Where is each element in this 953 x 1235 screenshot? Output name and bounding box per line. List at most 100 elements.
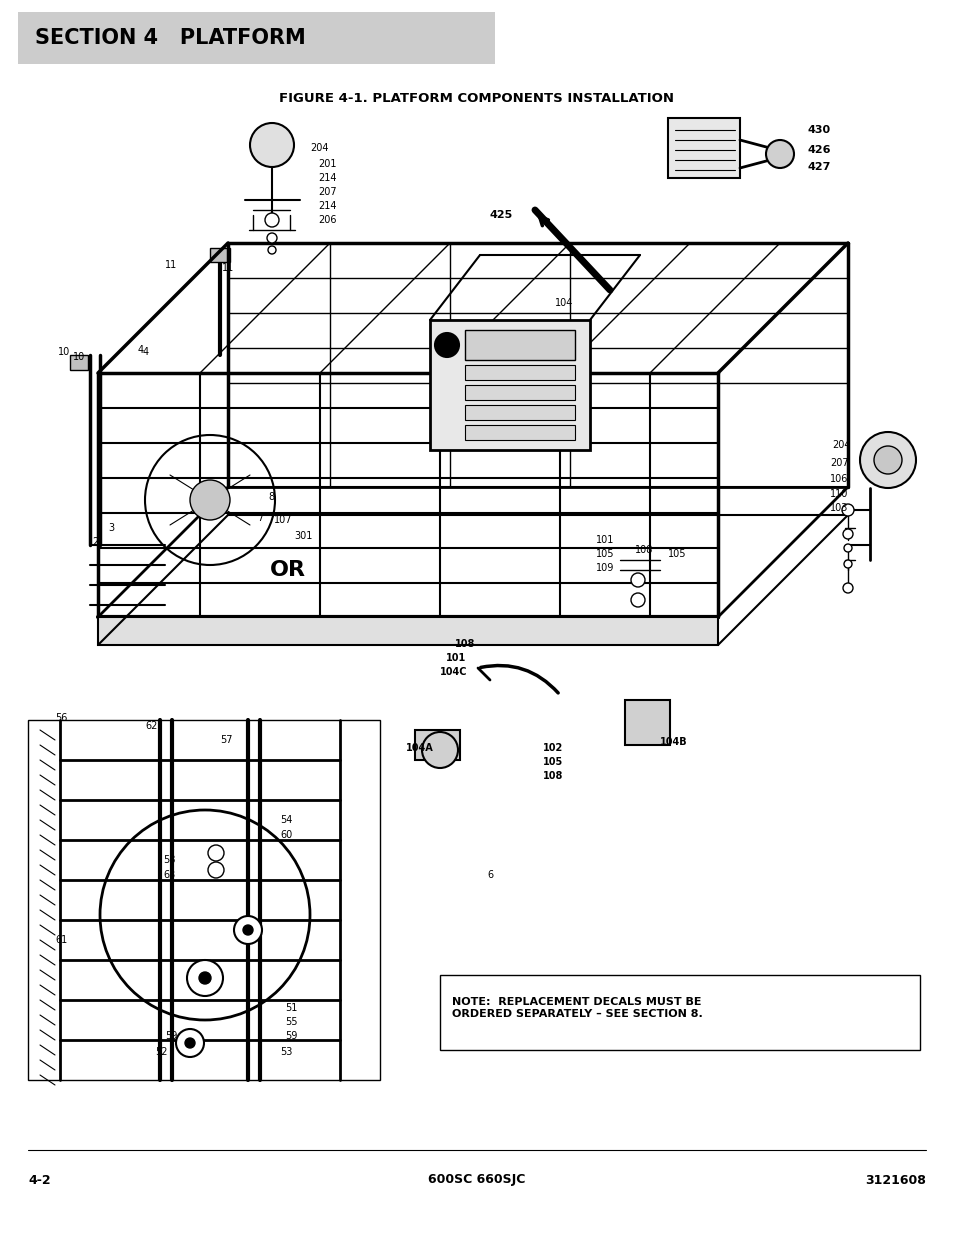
Text: 204: 204 <box>310 143 328 153</box>
Bar <box>464 405 575 420</box>
Bar <box>70 354 88 370</box>
Text: 207: 207 <box>317 186 336 198</box>
Bar <box>667 119 740 178</box>
Bar <box>28 720 379 1079</box>
Text: 101: 101 <box>596 535 614 545</box>
Text: 214: 214 <box>317 173 336 183</box>
Circle shape <box>185 1037 194 1049</box>
Circle shape <box>250 124 294 167</box>
Text: 201: 201 <box>317 159 336 169</box>
Circle shape <box>208 845 224 861</box>
Bar <box>98 618 718 645</box>
Text: 427: 427 <box>807 162 830 172</box>
Text: 52: 52 <box>154 1047 168 1057</box>
Text: 102: 102 <box>542 743 562 753</box>
Text: OR: OR <box>270 559 306 580</box>
Bar <box>464 385 575 400</box>
Bar <box>415 730 459 760</box>
Text: 105: 105 <box>667 550 686 559</box>
Text: 214: 214 <box>317 201 336 211</box>
Text: 4: 4 <box>138 345 144 354</box>
Text: 104: 104 <box>555 298 573 308</box>
Text: 3: 3 <box>108 522 114 534</box>
Text: 58: 58 <box>163 855 175 864</box>
Circle shape <box>842 583 852 593</box>
Text: 206: 206 <box>317 215 336 225</box>
Text: 54: 54 <box>280 815 292 825</box>
Bar <box>464 366 575 380</box>
Text: 8: 8 <box>268 492 274 501</box>
Circle shape <box>435 333 458 357</box>
Text: 63: 63 <box>163 869 175 881</box>
Text: 10: 10 <box>58 347 71 357</box>
Bar <box>464 330 575 359</box>
Circle shape <box>265 212 278 227</box>
Text: 53: 53 <box>280 1047 292 1057</box>
Text: 55: 55 <box>285 1016 297 1028</box>
Circle shape <box>843 543 851 552</box>
Text: 60: 60 <box>280 830 292 840</box>
Text: 426: 426 <box>807 144 831 156</box>
Circle shape <box>421 732 457 768</box>
Text: 4-2: 4-2 <box>28 1173 51 1187</box>
Bar <box>624 700 669 745</box>
Text: 57: 57 <box>220 735 233 745</box>
Text: 105: 105 <box>596 550 614 559</box>
Text: 425: 425 <box>490 210 513 220</box>
Text: 105: 105 <box>542 757 562 767</box>
Text: 56: 56 <box>55 713 68 722</box>
Text: 430: 430 <box>807 125 830 135</box>
Circle shape <box>199 972 211 984</box>
Text: 104B: 104B <box>659 737 687 747</box>
Text: 51: 51 <box>285 1003 297 1013</box>
Circle shape <box>268 246 275 254</box>
Text: 600SC 660SJC: 600SC 660SJC <box>428 1173 525 1187</box>
Text: 104A: 104A <box>406 743 434 753</box>
Text: 59: 59 <box>285 1031 297 1041</box>
Bar <box>464 425 575 440</box>
Text: 104C: 104C <box>439 667 467 677</box>
Text: 107: 107 <box>274 515 293 525</box>
Circle shape <box>233 916 262 944</box>
Text: 2: 2 <box>91 537 98 547</box>
Text: 301: 301 <box>294 531 312 541</box>
Text: 103: 103 <box>829 503 847 513</box>
Circle shape <box>208 862 224 878</box>
Circle shape <box>873 446 901 474</box>
Text: 109: 109 <box>596 563 614 573</box>
Text: 59: 59 <box>165 1031 177 1041</box>
Circle shape <box>630 573 644 587</box>
Text: 108: 108 <box>455 638 475 650</box>
Text: 3121608: 3121608 <box>864 1173 925 1187</box>
Text: 106: 106 <box>829 474 847 484</box>
Bar <box>439 974 919 1050</box>
Text: 101: 101 <box>446 653 466 663</box>
Circle shape <box>630 593 644 606</box>
Bar <box>430 320 589 450</box>
Text: 108: 108 <box>635 545 653 555</box>
Circle shape <box>243 925 253 935</box>
Text: NOTE:  REPLACEMENT DECALS MUST BE
ORDERED SEPARATELY – SEE SECTION 8.: NOTE: REPLACEMENT DECALS MUST BE ORDERED… <box>452 997 702 1019</box>
Bar <box>18 12 495 64</box>
Circle shape <box>190 480 230 520</box>
Circle shape <box>859 432 915 488</box>
Text: 108: 108 <box>542 771 563 781</box>
Text: 4: 4 <box>143 347 149 357</box>
Text: 11: 11 <box>222 263 234 273</box>
Circle shape <box>765 140 793 168</box>
Text: 204: 204 <box>831 440 850 450</box>
Text: SECTION 4   PLATFORM: SECTION 4 PLATFORM <box>35 28 305 48</box>
Bar <box>210 248 230 262</box>
Text: 11: 11 <box>165 261 177 270</box>
Circle shape <box>841 504 853 516</box>
Text: 10: 10 <box>73 352 85 362</box>
Text: FIGURE 4-1. PLATFORM COMPONENTS INSTALLATION: FIGURE 4-1. PLATFORM COMPONENTS INSTALLA… <box>279 91 674 105</box>
Text: 207: 207 <box>829 458 848 468</box>
Circle shape <box>187 960 223 995</box>
Text: 6: 6 <box>486 869 493 881</box>
Text: 62: 62 <box>145 721 157 731</box>
Text: 61: 61 <box>55 935 67 945</box>
Text: 110: 110 <box>829 489 847 499</box>
Circle shape <box>175 1029 204 1057</box>
Circle shape <box>267 233 276 243</box>
